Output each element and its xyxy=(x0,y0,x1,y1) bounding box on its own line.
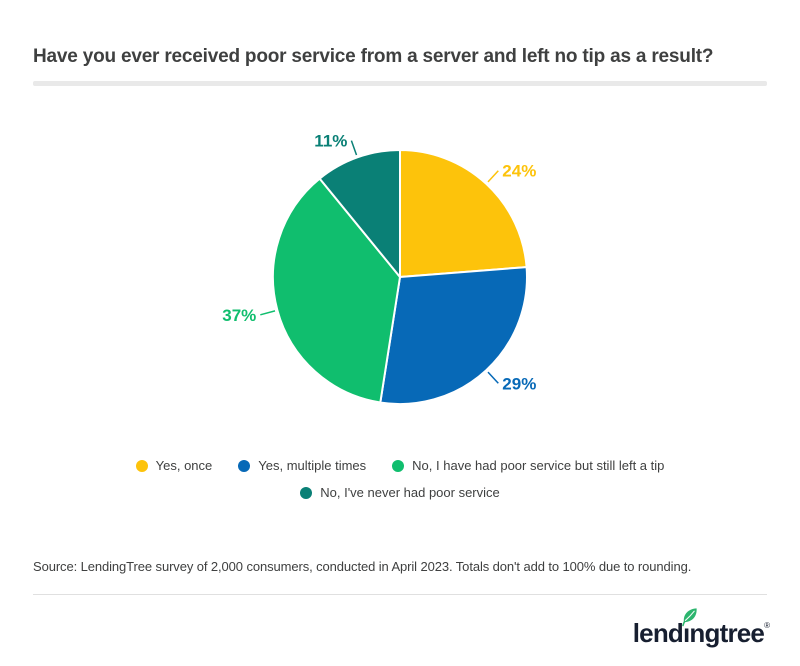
logo-text: lendıngtree xyxy=(632,618,765,648)
legend-item-3: No, I've never had poor service xyxy=(300,486,500,499)
legend-item-2: No, I have had poor service but still le… xyxy=(392,459,664,472)
pie-leader-line-0 xyxy=(487,170,499,183)
legend-item-label: Yes, multiple times xyxy=(258,458,367,473)
pie-chart: 24% 29% 37% 11% xyxy=(222,132,536,406)
pie-value-label-3: 11% xyxy=(314,132,347,151)
title-divider xyxy=(33,81,767,86)
registered-trademark: ® xyxy=(764,621,770,630)
pie-value-label-0: 24% xyxy=(502,162,536,181)
legend-dot-icon xyxy=(392,459,405,472)
legend-item-label: No, I have had poor service but still le… xyxy=(412,458,665,473)
pie-slice-1 xyxy=(379,266,528,406)
pie-slice-3 xyxy=(318,149,401,278)
page-title: Have you ever received poor service from… xyxy=(33,46,714,67)
legend-dot-icon xyxy=(135,459,148,472)
legend-dot-icon xyxy=(300,486,313,499)
pie-leader-line-1 xyxy=(487,371,499,384)
pie-leader-line-2 xyxy=(260,310,276,316)
pie-slice-2 xyxy=(271,177,401,404)
legend-item-label: Yes, once xyxy=(155,458,213,473)
lendingtree-logo: lendıngtree® xyxy=(632,608,770,657)
source-note: Source: LendingTree survey of 2,000 cons… xyxy=(33,559,692,574)
legend: Yes, once Yes, multiple times No, I have h… xyxy=(50,459,750,499)
legend-item-1: Yes, multiple times xyxy=(238,459,366,472)
pie-leader-line-3 xyxy=(350,140,358,156)
pie-value-label-1: 29% xyxy=(502,374,536,393)
legend-item-0: Yes, once xyxy=(135,458,213,473)
leaf-icon xyxy=(681,608,697,627)
footer-divider xyxy=(33,594,767,595)
legend-item-label: No, I've never had poor service xyxy=(320,485,500,500)
pie-slice-0 xyxy=(399,149,528,278)
pie-value-label-2: 37% xyxy=(222,306,256,325)
legend-dot-icon xyxy=(238,459,251,472)
